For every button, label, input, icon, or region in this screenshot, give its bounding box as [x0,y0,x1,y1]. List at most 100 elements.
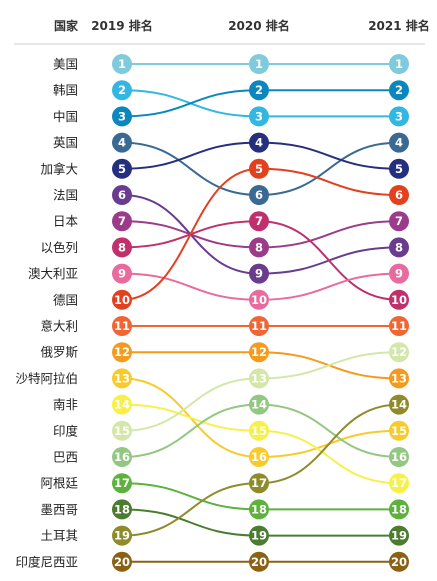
country-label: 中国 [53,109,78,124]
country-label: 意大利 [40,319,78,334]
country-label: 印度尼西亚 [15,554,78,569]
rank-label: 4 [118,136,126,150]
rank-marker [389,106,409,127]
rank-label: 7 [118,214,126,228]
rank-label: 20 [251,555,267,569]
rank-marker [389,211,409,232]
header-row: 国家 2019 排名 2020 排名 2021 排名 [14,18,430,45]
rank-marker [389,289,409,310]
rank-marker [112,132,132,153]
country-label: 德国 [53,292,78,307]
rank-marker [249,237,269,258]
rank-label: 16 [391,450,407,464]
rank-marker [112,394,132,415]
rank-marker [249,211,269,232]
rank-label: 17 [114,476,130,490]
rank-marker [112,185,132,205]
rank-label: 8 [395,240,403,254]
country-label: 阿根廷 [40,476,78,491]
country-label: 英国 [53,135,78,150]
rank-marker [112,54,132,74]
rank-marker [249,499,269,520]
rank-label: 2 [395,83,403,97]
rank-label: 5 [395,162,403,176]
rank-marker [389,263,409,284]
rank-label: 10 [251,293,267,307]
rank-label: 9 [255,267,263,281]
rank-label: 19 [114,529,130,543]
rank-label: 19 [251,529,267,543]
series-line [121,167,400,301]
rank-marker [249,54,269,74]
rank-marker [112,237,132,258]
rank-label: 3 [395,109,403,123]
rank-marker [112,447,132,467]
rank-label: 11 [114,319,130,333]
series-line [121,220,400,301]
rank-marker [112,368,132,389]
country-label: 土耳其 [40,528,78,543]
rank-marker [389,473,409,494]
rank-label: 6 [118,188,126,202]
rank-marker [249,80,269,101]
rank-label: 3 [118,109,126,123]
rank-marker [249,158,269,179]
rank-marker [389,80,409,101]
rank-marker [389,316,409,336]
country-label: 法国 [53,188,78,203]
rank-label: 6 [255,188,263,202]
rank-label: 9 [118,267,126,281]
rank-marker [249,420,269,441]
rank-marker [249,394,269,415]
rank-label: 15 [391,424,407,438]
rank-marker [389,447,409,467]
rank-marker [249,525,269,546]
rank-label: 13 [251,371,267,385]
rank-label: 12 [391,345,407,359]
country-label: 俄罗斯 [40,345,78,360]
rank-marker [389,420,409,441]
country-label: 巴西 [53,450,78,465]
rank-label: 5 [118,162,126,176]
rank-label: 1 [255,57,263,71]
rank-label: 4 [255,136,263,150]
rank-marker [389,394,409,415]
rank-marker [389,368,409,389]
header-country: 国家 [54,18,79,33]
rank-label: 14 [251,398,267,412]
rank-label: 15 [251,424,267,438]
rank-marker [112,499,132,520]
rank-label: 1 [118,57,126,71]
rank-marker [389,132,409,153]
rank-label: 1 [395,57,403,71]
rank-marker [249,316,269,336]
rank-label: 12 [114,345,130,359]
country-label: 南非 [53,397,78,412]
country-label: 日本 [53,214,79,229]
rank-marker [249,551,269,572]
rank-label: 17 [391,476,407,490]
rank-marker [112,289,132,310]
rank-label: 13 [114,371,130,385]
rank-label: 19 [391,529,407,543]
rank-marker [249,185,269,205]
rank-marker [389,551,409,572]
country-label: 墨西哥 [40,502,78,517]
rank-marker [249,263,269,284]
rank-label: 2 [118,83,126,97]
country-label: 印度 [53,423,79,438]
rank-marker [389,185,409,205]
rank-marker [389,342,409,363]
rank-label: 12 [251,345,267,359]
rank-marker [112,525,132,546]
rank-marker [112,551,132,572]
series-line [121,194,400,275]
rank-label: 10 [391,293,407,307]
rank-label: 5 [255,162,263,176]
country-label: 澳大利亚 [28,266,78,281]
rank-label: 16 [251,450,267,464]
country-label: 以色列 [40,240,78,255]
